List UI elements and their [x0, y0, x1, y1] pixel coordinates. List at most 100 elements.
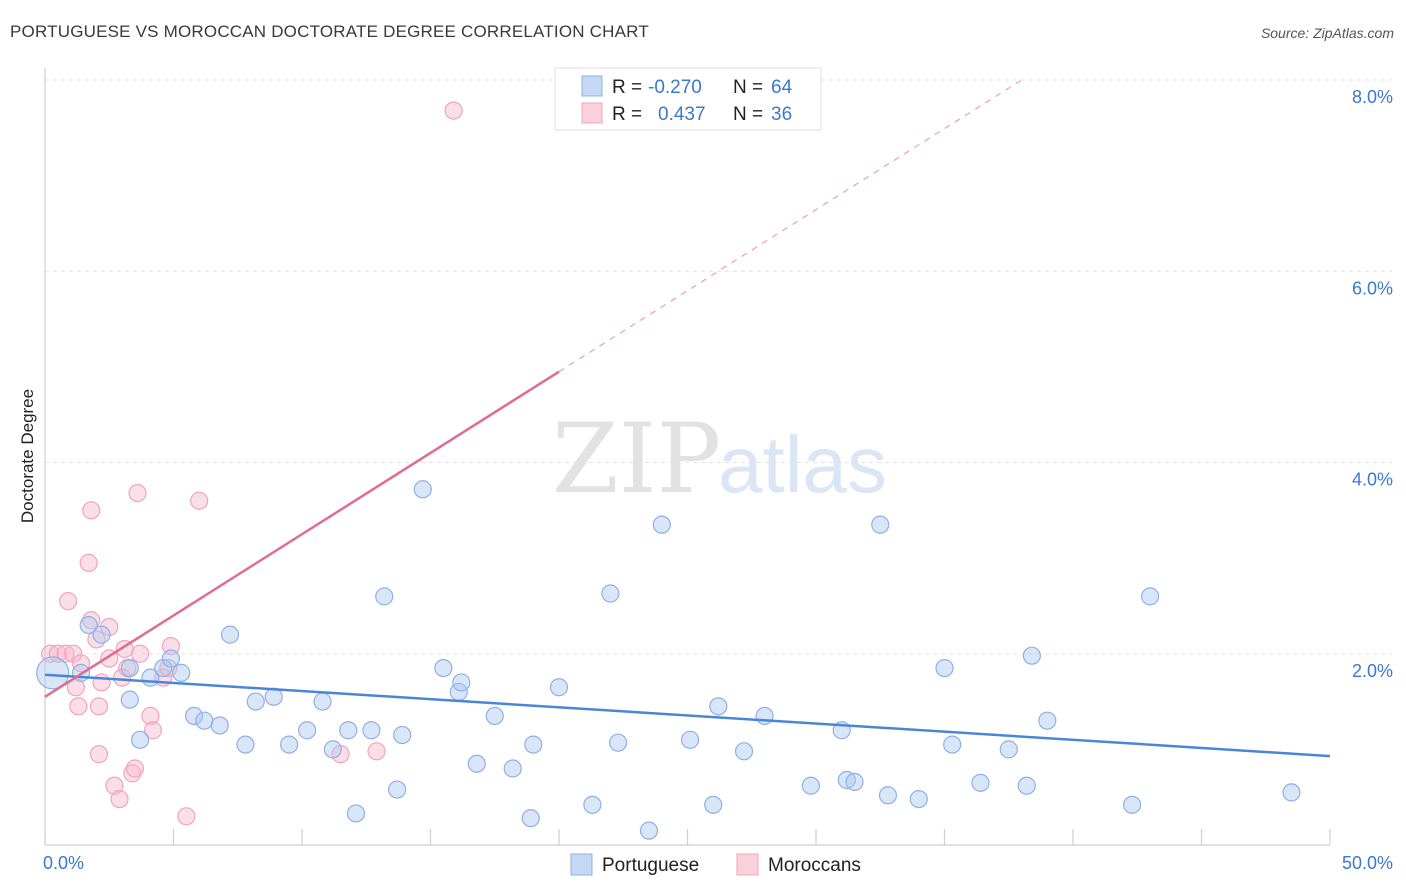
bottom-legend-swatch-moroccans — [736, 853, 759, 876]
portuguese-point-36 — [524, 735, 543, 754]
moroccans-points — [41, 101, 463, 826]
moroccans-point-1 — [48, 644, 67, 663]
moroccans-point-13 — [89, 745, 109, 764]
moroccans-point-4 — [71, 654, 91, 673]
moroccans-point-7 — [69, 697, 88, 716]
portuguese-point-46 — [734, 742, 754, 761]
y-tick-label-1: 4.0% — [1352, 470, 1393, 490]
portuguese-point-31 — [452, 673, 471, 692]
moroccans-point-9 — [82, 611, 101, 630]
portuguese-point-15 — [236, 735, 255, 754]
portuguese-point-4 — [120, 658, 139, 678]
moroccans-point-10 — [82, 501, 101, 520]
portuguese-point-37 — [549, 678, 569, 697]
portuguese-point-64 — [1282, 783, 1301, 802]
portuguese-point-43 — [680, 730, 700, 749]
moroccans-point-5 — [59, 592, 78, 611]
portuguese-point-21 — [323, 740, 342, 759]
legend-r-value-portuguese: -0.270 — [648, 77, 702, 98]
moroccans-point-34 — [367, 742, 386, 761]
portuguese-point-48 — [801, 776, 820, 795]
y-axis-tick-labels: 2.0% 4.0% 6.0% 8.0% — [1352, 87, 1393, 681]
moroccans-point-22 — [123, 764, 142, 783]
portuguese-point-18 — [280, 735, 299, 754]
correlation-legend: R = -0.270 N = 64 R = 0.437 N = 36 — [554, 67, 822, 131]
moroccans-point-11 — [89, 697, 109, 716]
source-credit: Source: ZipAtlas.com — [1260, 25, 1394, 41]
moroccans-point-19 — [112, 668, 132, 687]
portuguese-point-62 — [1123, 795, 1142, 814]
portuguese-point-39 — [601, 584, 620, 603]
bottom-legend-label-portuguese: Portuguese — [602, 855, 699, 876]
portuguese-point-13 — [210, 716, 229, 735]
legend-swatch-moroccans — [581, 102, 603, 124]
portuguese-point-14 — [220, 625, 240, 644]
bottom-legend-swatch-portuguese — [570, 853, 593, 876]
x-tick-label-1: 50.0% — [1342, 853, 1393, 873]
portuguese-point-2 — [92, 625, 111, 644]
legend-n-value-portuguese: 64 — [771, 77, 793, 98]
portuguese-point-24 — [362, 721, 381, 740]
portuguese-point-63 — [1140, 587, 1160, 606]
moroccans-point-26 — [141, 706, 160, 726]
portuguese-point-35 — [521, 809, 540, 828]
moroccans-point-8 — [79, 553, 98, 573]
watermark-zip: ZIP — [552, 403, 721, 515]
legend-r-label-portuguese: R = — [612, 77, 642, 98]
portuguese-point-6 — [130, 730, 150, 749]
portuguese-point-19 — [298, 721, 317, 740]
x-tick-label-0: 0.0% — [43, 853, 84, 873]
moroccans-point-32 — [190, 491, 209, 510]
portuguese-point-53 — [878, 786, 898, 805]
portuguese-point-41 — [639, 821, 659, 840]
moroccans-point-25 — [130, 644, 150, 663]
portuguese-point-57 — [971, 773, 990, 792]
portuguese-point-38 — [583, 795, 602, 814]
portuguese-point-8 — [154, 658, 173, 678]
portuguese-point-55 — [935, 658, 954, 678]
portuguese-point-0 — [36, 656, 70, 690]
moroccans-trend-line — [44, 370, 560, 698]
moroccans-point-30 — [161, 636, 181, 656]
moroccans-point-24 — [128, 484, 147, 503]
portuguese-point-40 — [609, 733, 628, 752]
portuguese-point-26 — [387, 780, 407, 799]
legend-r-label-moroccans: R = — [612, 104, 642, 125]
legend-swatch-portuguese — [581, 75, 603, 97]
y-tick-label-2: 6.0% — [1352, 278, 1393, 298]
legend-n-value-moroccans: 36 — [771, 104, 792, 125]
portuguese-point-54 — [909, 789, 928, 809]
moroccans-point-3 — [64, 644, 83, 663]
portuguese-point-20 — [313, 692, 332, 711]
y-tick-label-3: 8.0% — [1352, 87, 1393, 107]
portuguese-point-33 — [485, 706, 504, 726]
moroccans-point-18 — [110, 789, 129, 809]
portuguese-point-42 — [652, 515, 671, 534]
moroccans-point-16 — [100, 617, 119, 637]
portuguese-point-34 — [503, 759, 522, 778]
legend-n-label-moroccans: N = — [733, 104, 763, 125]
x-axis-ticks — [44, 829, 1331, 845]
portuguese-point-9 — [161, 649, 181, 668]
legend-n-label-portuguese: N = — [733, 77, 763, 98]
portuguese-point-44 — [704, 795, 723, 814]
portuguese-point-25 — [375, 587, 394, 606]
portuguese-point-45 — [709, 697, 728, 716]
portuguese-point-58 — [999, 740, 1018, 759]
portuguese-point-27 — [393, 725, 412, 745]
grid-lines — [45, 79, 1392, 655]
portuguese-point-51 — [845, 772, 864, 791]
portuguese-point-32 — [467, 754, 486, 773]
portuguese-point-29 — [434, 658, 453, 678]
portuguese-trend-line — [44, 673, 1331, 758]
portuguese-point-16 — [246, 692, 265, 711]
moroccans-point-27 — [143, 721, 163, 740]
portuguese-point-60 — [1022, 646, 1041, 665]
portuguese-point-12 — [195, 711, 214, 730]
moroccans-point-14 — [92, 673, 111, 692]
chart-title: PORTUGUESE VS MOROCCAN DOCTORATE DEGREE … — [10, 22, 649, 41]
series-legend: Portuguese Moroccans — [570, 853, 861, 876]
portuguese-point-11 — [184, 706, 204, 726]
portuguese-points — [36, 480, 1301, 840]
